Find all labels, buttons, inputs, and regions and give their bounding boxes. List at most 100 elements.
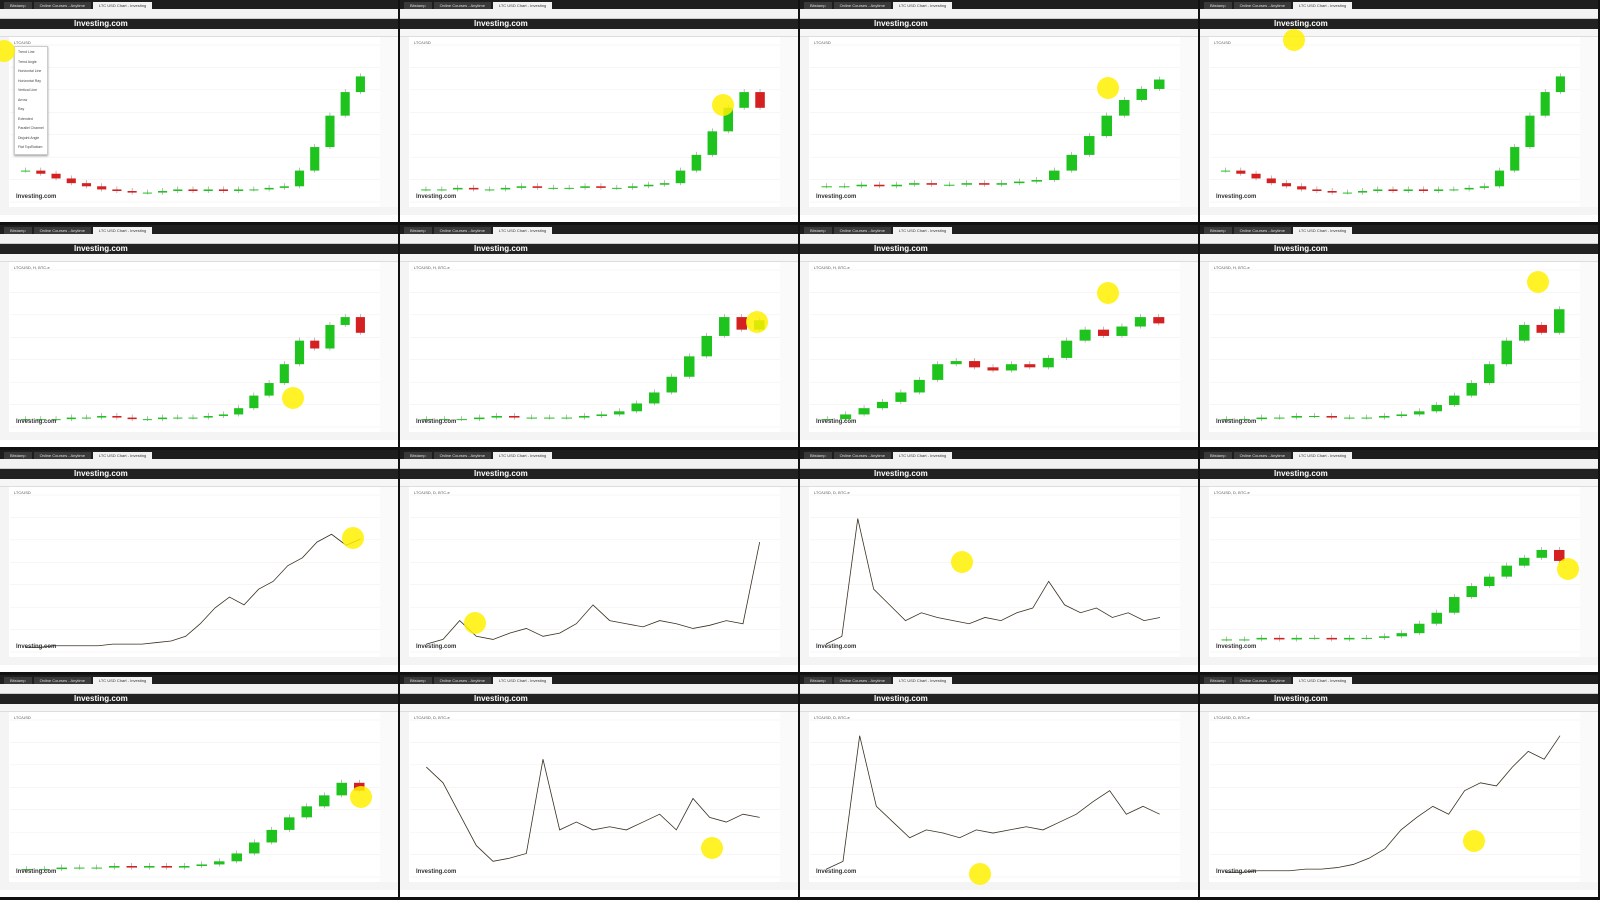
browser-tab[interactable]: Bitstamp (404, 227, 432, 234)
browser-tab[interactable]: Bitstamp (1204, 677, 1232, 684)
browser-tab[interactable]: Online Courses - Anytime (1233, 677, 1291, 684)
menu-item[interactable]: Ray (18, 107, 25, 111)
candle (173, 189, 183, 192)
menu-item[interactable]: Arrow (18, 97, 28, 102)
browser-tab[interactable]: Bitstamp (4, 677, 32, 684)
browser-tab[interactable]: Online Courses - Anytime (833, 452, 891, 459)
address-bar (800, 234, 1198, 244)
browser-tab[interactable]: Bitstamp (404, 2, 432, 9)
candle (926, 183, 937, 185)
browser-tab[interactable]: Online Courses - Anytime (833, 227, 891, 234)
browser-tab[interactable]: LTC USD Chart - Investing (1292, 452, 1353, 459)
tab-bar: Bitstamp Online Courses - Anytime LTC USD … (0, 225, 398, 234)
browser-window: Bitstamp Online Courses - Anytime LTC USD … (1200, 675, 1598, 897)
menu-item[interactable]: Horizontal Ray (18, 78, 41, 83)
menu-item[interactable]: Disjoint Angle (18, 135, 40, 140)
browser-tab[interactable]: Bitstamp (1204, 452, 1232, 459)
browser-tab[interactable]: Bitstamp (404, 677, 432, 684)
browser-tab[interactable]: LTC USD Chart - Investing (492, 452, 553, 459)
candle (36, 170, 46, 174)
candle (614, 411, 625, 415)
candle (1519, 557, 1530, 566)
candle (161, 866, 172, 868)
symbol-label: LTC/USD, H, BTC-e (1214, 265, 1250, 270)
menu-item[interactable]: Horizontal Line (18, 69, 42, 73)
symbol-label: LTC/USD, H, BTC-e (14, 265, 50, 270)
browser-tab[interactable]: Bitstamp (4, 2, 32, 9)
chart-toolbar (800, 704, 1198, 712)
browser-tab[interactable]: LTC USD Chart - Investing (92, 452, 153, 459)
price-chart (800, 487, 1198, 665)
candle (1484, 576, 1495, 587)
menu-item[interactable]: Trend Angle (18, 59, 37, 64)
menu-item[interactable]: Trend Line (18, 50, 35, 54)
price-chart (0, 37, 398, 215)
site-header: Investing.com (0, 19, 398, 29)
price-axis (780, 262, 798, 440)
browser-tab[interactable]: Online Courses - Anytime (33, 2, 91, 9)
browser-tab[interactable]: Bitstamp (404, 452, 432, 459)
browser-tab[interactable]: Online Courses - Anytime (1233, 452, 1291, 459)
tab-bar: Bitstamp Online Courses - Anytime LTC USD … (400, 0, 798, 9)
address-bar (800, 459, 1198, 469)
candle (355, 76, 365, 93)
browser-tab[interactable]: Bitstamp (804, 227, 832, 234)
candle (218, 414, 228, 417)
browser-tab[interactable]: Online Courses - Anytime (833, 677, 891, 684)
browser-tab[interactable]: LTC USD Chart - Investing (492, 677, 553, 684)
menu-item[interactable]: Vertical Line (18, 88, 38, 92)
tab-bar: Bitstamp Online Courses - Anytime LTC USD … (400, 450, 798, 459)
browser-tab[interactable]: LTC USD Chart - Investing (892, 677, 953, 684)
site-logo: Investing.com (74, 694, 128, 703)
site-header: Investing.com (0, 244, 398, 254)
price-chart (0, 487, 398, 665)
menu-item[interactable]: Flat Top/Bottom (18, 145, 43, 149)
browser-tab[interactable]: Bitstamp (804, 452, 832, 459)
candle (188, 417, 198, 419)
site-logo: Investing.com (74, 19, 128, 28)
browser-tab[interactable]: Online Courses - Anytime (433, 2, 491, 9)
browser-tab[interactable]: LTC USD Chart - Investing (92, 227, 153, 234)
browser-tab[interactable]: Online Courses - Anytime (433, 677, 491, 684)
candle (325, 324, 335, 349)
browser-tab[interactable]: Online Courses - Anytime (33, 452, 91, 459)
browser-tab[interactable]: Online Courses - Anytime (33, 677, 91, 684)
watermark: Investing.com (416, 419, 457, 425)
browser-tab[interactable]: LTC USD Chart - Investing (1292, 227, 1353, 234)
candle (876, 401, 888, 409)
candle (340, 317, 350, 325)
browser-tab[interactable]: Online Courses - Anytime (1233, 2, 1291, 9)
browser-tab[interactable]: LTC USD Chart - Investing (92, 2, 153, 9)
candle (203, 416, 213, 418)
menu-item[interactable]: Extended (18, 116, 33, 121)
browser-tab[interactable]: LTC USD Chart - Investing (492, 2, 553, 9)
address-bar (1200, 684, 1598, 694)
browser-tab[interactable]: LTC USD Chart - Investing (1292, 677, 1353, 684)
browser-tab[interactable]: Bitstamp (1204, 2, 1232, 9)
browser-tab[interactable]: LTC USD Chart - Investing (1292, 2, 1353, 9)
browser-tab[interactable]: LTC USD Chart - Investing (892, 227, 953, 234)
browser-tab[interactable]: Bitstamp (804, 2, 832, 9)
browser-tab[interactable]: LTC USD Chart - Investing (92, 677, 153, 684)
candle (294, 170, 305, 187)
browser-tab[interactable]: Bitstamp (1204, 227, 1232, 234)
browser-tab[interactable]: Bitstamp (804, 677, 832, 684)
browser-tab[interactable]: Online Courses - Anytime (433, 227, 491, 234)
cursor-highlight (282, 387, 305, 409)
browser-tab[interactable]: LTC USD Chart - Investing (892, 2, 953, 9)
browser-tab[interactable]: Online Courses - Anytime (1233, 227, 1291, 234)
candle (1049, 170, 1060, 181)
candle (1510, 147, 1520, 171)
browser-tab[interactable]: Bitstamp (4, 227, 32, 234)
browser-tab[interactable]: Online Courses - Anytime (433, 452, 491, 459)
menu-item[interactable]: Parallel Channel (18, 126, 44, 130)
browser-tab[interactable]: Online Courses - Anytime (33, 227, 91, 234)
browser-tab[interactable]: Bitstamp (4, 452, 32, 459)
price-axis (380, 262, 398, 440)
candle (691, 154, 702, 171)
browser-tab[interactable]: LTC USD Chart - Investing (892, 452, 953, 459)
chart-toolbar (0, 29, 398, 37)
browser-tab[interactable]: LTC USD Chart - Investing (492, 227, 553, 234)
candle (1221, 419, 1232, 421)
browser-tab[interactable]: Online Courses - Anytime (833, 2, 891, 9)
